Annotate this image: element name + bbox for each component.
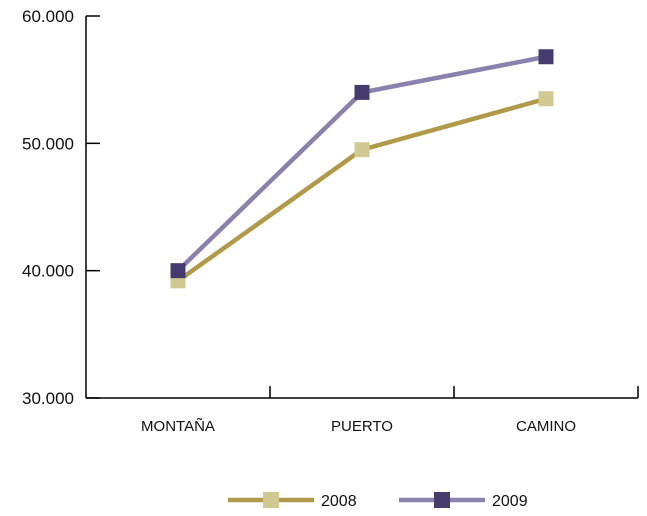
x-axis-ticks: MONTAÑA PUERTO CAMINO	[141, 386, 639, 435]
data-point-marker	[354, 84, 370, 100]
legend-label: 2009	[492, 493, 528, 510]
y-tick-label: 50.000	[22, 134, 74, 153]
legend-item: 2008	[228, 492, 357, 510]
legend-marker	[263, 492, 279, 508]
x-category-label: PUERTO	[331, 418, 393, 435]
series-2008	[170, 91, 554, 289]
y-tick-label: 30.000	[22, 389, 74, 408]
x-category-label: CAMINO	[516, 418, 576, 435]
legend-marker	[434, 492, 450, 508]
data-point-marker	[538, 49, 554, 65]
legend: 2008 2009	[228, 492, 528, 510]
y-tick-label: 40.000	[22, 262, 74, 281]
legend-label: 2008	[321, 493, 357, 510]
series-layer	[170, 49, 554, 289]
data-point-marker	[354, 142, 370, 158]
series-line	[176, 96, 547, 283]
y-axis-ticks: 30.000 40.000 50.000 60.000	[22, 7, 100, 408]
x-category-label: MONTAÑA	[141, 418, 215, 435]
y-tick-label: 60.000	[22, 7, 74, 26]
legend-item: 2009	[399, 492, 528, 510]
series-2009	[170, 49, 554, 279]
data-point-marker	[170, 263, 186, 279]
chart-axes	[85, 16, 638, 399]
data-point-marker	[538, 91, 554, 107]
